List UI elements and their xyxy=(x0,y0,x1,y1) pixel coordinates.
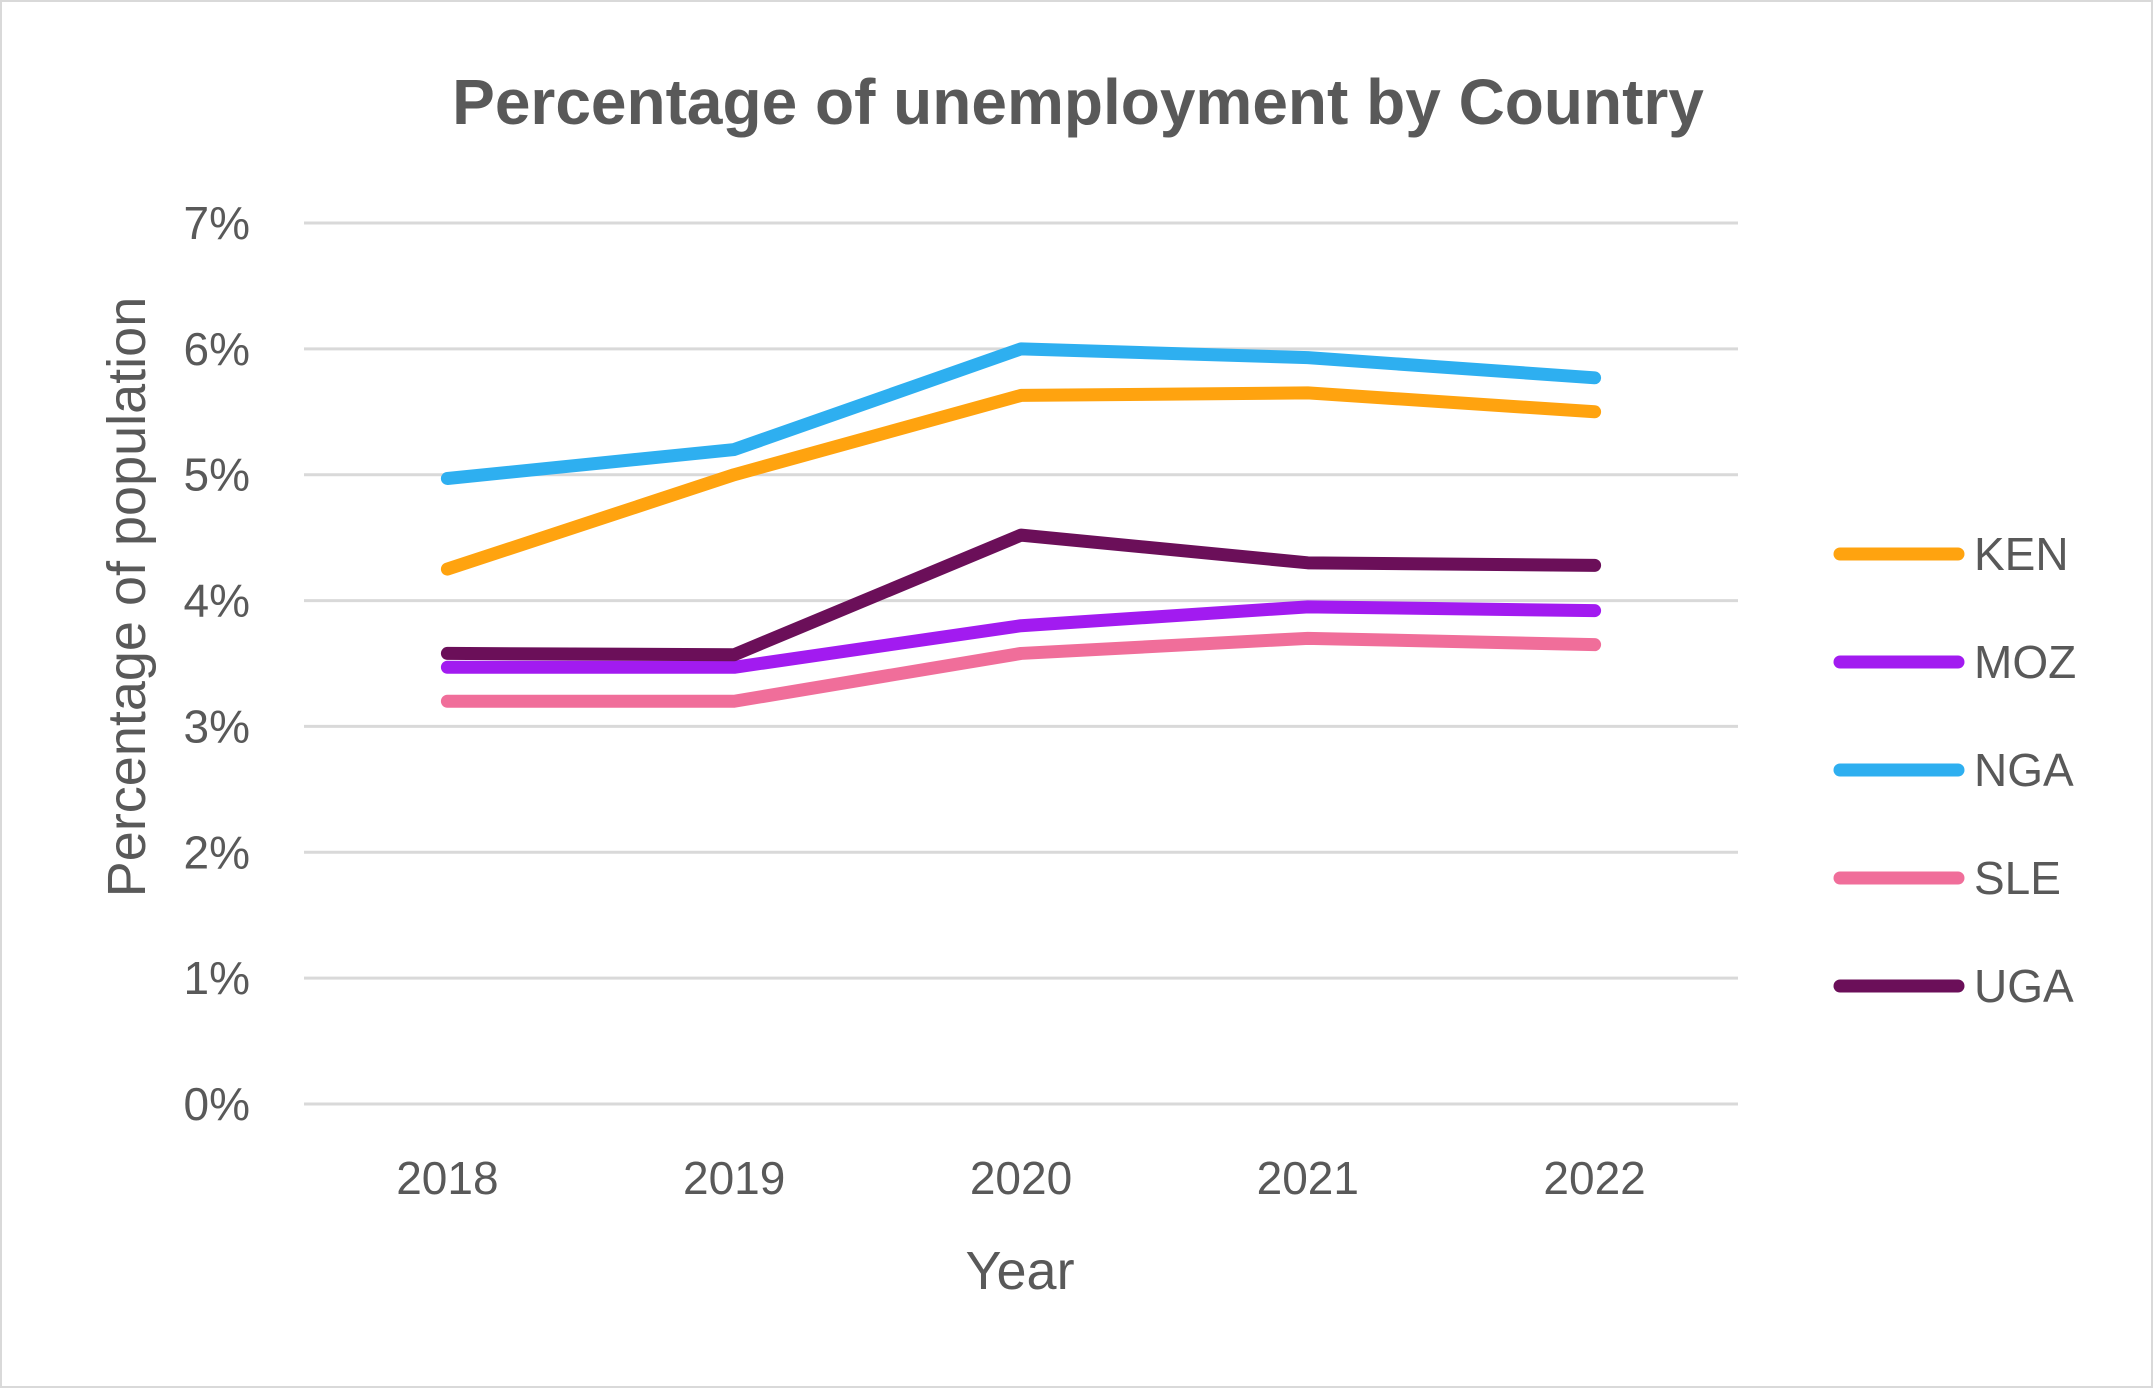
legend: KEN MOZ NGA SLE UGA xyxy=(1833,528,2076,1012)
series-line-sle xyxy=(440,631,1602,708)
chart-title: Percentage of unemployment by Country xyxy=(452,66,1704,138)
series-line-uga xyxy=(440,528,1602,662)
y-tick-label: 5% xyxy=(184,449,250,501)
series-lines xyxy=(440,342,1602,708)
legend-label-uga: UGA xyxy=(1974,960,2074,1012)
y-tick-label: 3% xyxy=(184,700,250,752)
legend-label-moz: MOZ xyxy=(1974,636,2076,688)
legend-label-nga: NGA xyxy=(1974,744,2074,796)
x-tick-label: 2022 xyxy=(1543,1152,1645,1204)
y-tick-label: 1% xyxy=(184,952,250,1004)
y-axis-ticks: 0% 1% 2% 3% 4% 5% 6% 7% xyxy=(184,197,250,1130)
y-tick-label: 2% xyxy=(184,826,250,878)
y-tick-label: 7% xyxy=(184,197,250,249)
x-axis-ticks: 2018 2019 2020 2021 2022 xyxy=(396,1152,1646,1204)
x-tick-label: 2020 xyxy=(970,1152,1072,1204)
y-tick-label: 6% xyxy=(184,323,250,375)
x-axis-label: Year xyxy=(965,1241,1074,1301)
x-tick-label: 2018 xyxy=(396,1152,498,1204)
y-tick-label: 4% xyxy=(184,575,250,627)
series-line-nga xyxy=(440,342,1602,485)
series-line-moz xyxy=(440,600,1602,674)
y-axis-label: Percentage of population xyxy=(97,297,157,897)
x-tick-label: 2021 xyxy=(1257,1152,1359,1204)
legend-label-sle: SLE xyxy=(1974,852,2061,904)
y-tick-label: 0% xyxy=(184,1078,250,1130)
series-line-ken xyxy=(440,386,1602,576)
x-tick-label: 2019 xyxy=(683,1152,785,1204)
legend-label-ken: KEN xyxy=(1974,528,2069,580)
